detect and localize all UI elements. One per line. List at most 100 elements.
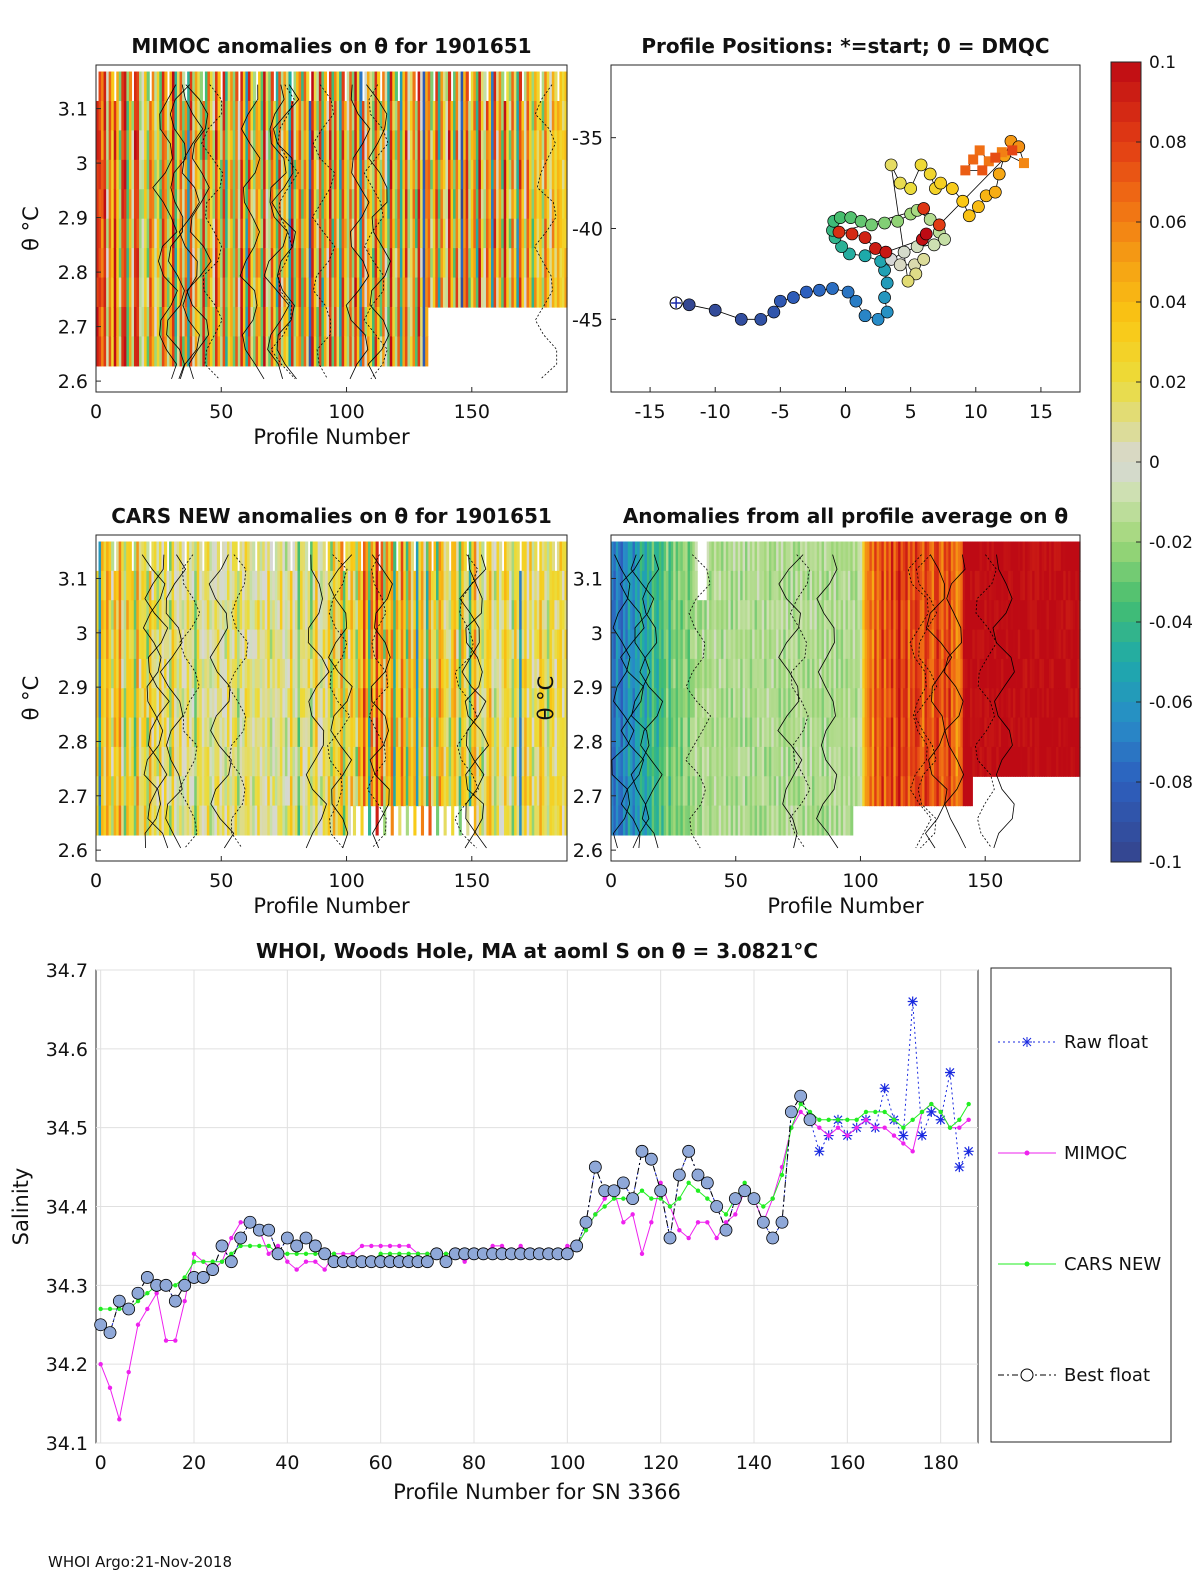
heatmap-cell — [296, 306, 300, 338]
heatmap-cell — [161, 100, 165, 131]
heatmap-cell — [840, 717, 844, 748]
heatmap-cell — [374, 71, 378, 102]
heatmap-cell — [186, 541, 190, 572]
heatmap-cell — [516, 100, 520, 131]
heatmap-cell — [912, 746, 916, 777]
heatmap-cell — [531, 189, 535, 220]
heatmap-cell — [197, 130, 201, 161]
heatmap-cell — [368, 805, 372, 836]
heatmap-cell — [625, 541, 629, 572]
heatmap-cell — [529, 717, 533, 748]
heatmap-cell — [651, 658, 655, 689]
heatmap-cell — [730, 776, 734, 807]
heatmap-cell — [405, 688, 409, 719]
heatmap-cell — [847, 688, 851, 719]
heatmap-cell — [206, 600, 210, 631]
heatmap-cell — [534, 570, 538, 601]
heatmap-cell — [876, 541, 880, 572]
heatmap-cell — [559, 658, 563, 689]
heatmap-cell — [296, 100, 300, 131]
heatmap-cell — [116, 688, 120, 719]
heatmap-cell — [456, 541, 460, 572]
heatmap-cell — [395, 688, 399, 719]
heatmap-cell — [126, 100, 130, 131]
heatmap-cell — [408, 658, 412, 689]
heatmap-cell — [207, 336, 211, 367]
heatmap-cell — [627, 629, 631, 660]
heatmap-cell — [931, 658, 935, 689]
heatmap-cell — [118, 776, 122, 807]
heatmap-cell — [441, 541, 445, 572]
heatmap-cell — [332, 688, 336, 719]
heatmap-cell — [425, 717, 430, 748]
heatmap-cell — [764, 688, 768, 719]
heatmap-cell — [658, 600, 662, 631]
heatmap-cell — [468, 189, 472, 220]
heatmap-cell — [128, 629, 132, 660]
heatmap-cell — [206, 629, 210, 660]
heatmap-cell — [121, 218, 125, 249]
heatmap-cell — [931, 600, 935, 631]
heatmap-cell — [123, 776, 127, 807]
heatmap-cell — [491, 570, 495, 601]
heatmap-cell — [646, 776, 650, 807]
heatmap-cell — [516, 277, 520, 308]
heatmap-cell — [279, 658, 283, 689]
heatmap-cell — [272, 776, 276, 807]
heatmap-cell — [752, 776, 756, 807]
heatmap-cell — [788, 570, 792, 601]
heatmap-cell — [441, 570, 445, 601]
heatmap-cell — [292, 570, 296, 601]
heatmap-cell — [138, 746, 142, 777]
heatmap-cell — [161, 130, 165, 161]
heatmap-cell — [216, 717, 221, 748]
heatmap-cell — [389, 100, 393, 131]
heatmap-cell — [455, 130, 459, 161]
heatmap-cell — [393, 570, 397, 601]
heatmap-cell — [197, 248, 201, 279]
heatmap-cell — [521, 776, 525, 807]
heatmap-cell — [754, 688, 758, 719]
heatmap-cell — [835, 658, 839, 689]
heatmap-cell — [278, 130, 282, 161]
heatmap-cell — [804, 746, 808, 777]
heatmap-cell — [121, 71, 125, 102]
heatmap-cell — [874, 600, 878, 631]
heatmap-cell — [308, 306, 312, 338]
heatmap-cell — [164, 688, 168, 719]
heatmap-cell — [651, 717, 655, 748]
heatmap-cell — [463, 658, 467, 689]
heatmap-cell — [615, 776, 619, 807]
heatmap-cell — [847, 746, 851, 777]
heatmap-cell — [730, 600, 734, 631]
heatmap-cell — [101, 71, 105, 102]
heatmap-cell — [759, 570, 763, 601]
heatmap-cell — [549, 717, 553, 748]
heatmap-cell — [742, 629, 746, 660]
heatmap-cell — [207, 306, 211, 338]
heatmap-cell — [694, 776, 698, 807]
heatmap-cell — [428, 688, 432, 719]
contour-line — [327, 554, 351, 849]
heatmap-cell — [392, 306, 396, 338]
heatmap-cell — [364, 248, 368, 279]
heatmap-cell — [680, 776, 684, 807]
heatmap-cell — [809, 805, 813, 836]
heatmap-cell — [453, 130, 457, 161]
heatmap-cell — [220, 130, 224, 161]
heatmap-cell — [359, 277, 363, 308]
heatmap-cell — [673, 629, 677, 660]
heatmap-cell — [893, 600, 897, 631]
heatmap-cell — [263, 277, 267, 308]
heatmap-cell — [156, 805, 160, 836]
heatmap-cell — [410, 600, 414, 631]
heatmap-cell — [838, 717, 842, 748]
heatmap-cell — [306, 277, 310, 308]
heatmap-cell — [375, 658, 379, 689]
heatmap-cell — [521, 658, 525, 689]
heatmap-cell — [138, 541, 142, 572]
heatmap-cell — [106, 336, 110, 367]
heatmap-cell — [284, 805, 289, 836]
heatmap-cell — [274, 600, 278, 631]
heatmap-cell — [235, 130, 239, 161]
